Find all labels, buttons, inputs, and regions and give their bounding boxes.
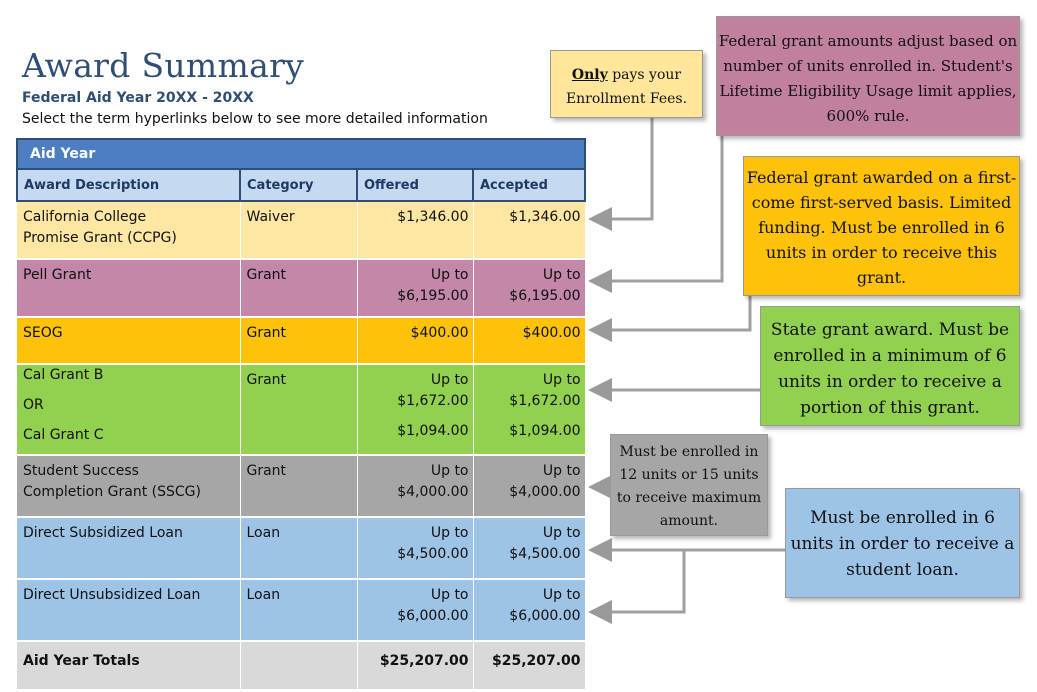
offered-amount: $4,000.00 [397,484,469,500]
table-row-totals: Aid Year Totals $25,207.00 $25,207.00 [17,641,586,691]
category-cell: Loan [240,579,358,642]
offered-amount: $1,094.00 [397,423,469,439]
award-description-cell: Direct Subsidized Loan [17,517,241,580]
totals-offered: $25,207.00 [357,641,474,691]
or-separator: OR [23,397,44,413]
award-name-line: Student Success [23,463,139,479]
award-name-line: Direct Unsubsidized Loan [23,587,201,603]
aid-year-subtitle: Federal Aid Year 20XX - 20XX [22,90,254,106]
offered-amount: $4,500.00 [397,546,469,562]
up-to-label: Up to [430,267,469,283]
accepted-amount: $400.00 [522,325,581,341]
note-seog: Federal grant awarded on a first-come fi… [743,156,1020,296]
connector-seog [588,296,752,342]
note-ccpg-text: pays your Enrollment Fees. [565,67,688,107]
category-cell: Grant [240,317,358,365]
table-row-sscg: Student Success Completion Grant (SSCG) … [17,455,586,518]
offered-cell: $400.00 [357,317,474,365]
offered-amount: $6,195.00 [397,288,469,304]
connector-pell [588,136,724,293]
offered-cell: Up to $6,195.00 [357,259,474,318]
accepted-amount: $1,672.00 [509,393,581,409]
instructions-text: Select the term hyperlinks below to see … [22,111,488,127]
category-cell: Waiver [240,201,358,260]
award-name-line: Cal Grant B [23,367,104,383]
offered-cell: Up to $4,500.00 [357,517,474,580]
up-to-label: Up to [430,587,469,603]
column-header-accepted: Accepted [471,168,587,202]
up-to-label: Up to [542,587,581,603]
note-loans: Must be enrolled in 6 units in order to … [785,488,1020,598]
offered-amount: $1,672.00 [397,393,469,409]
table-row-direct-subsidized-loan: Direct Subsidized Loan Loan Up to $4,500… [17,517,586,580]
note-ccpg-emphasis: Only [571,67,608,83]
award-name-line: Cal Grant C [23,427,104,443]
accepted-amount: $1,094.00 [509,423,581,439]
award-description-cell: California College Promise Grant (CCPG) [17,201,241,260]
accepted-cell: Up to $4,000.00 [473,455,586,518]
award-description-cell: Cal Grant B OR Cal Grant C [17,364,241,456]
totals-accepted: $25,207.00 [473,641,586,691]
award-name-line: Promise Grant (CCPG) [23,230,177,246]
offered-amount: $6,000.00 [397,608,469,624]
up-to-label: Up to [542,463,581,479]
up-to-label: Up to [430,463,469,479]
category-cell: Grant [240,364,358,456]
up-to-label: Up to [430,525,469,541]
connector-loans-unsub [588,550,686,624]
award-name-line: Pell Grant [23,267,92,283]
aid-year-section-link[interactable]: Aid Year [15,138,587,170]
offered-cell: Up to $4,000.00 [357,455,474,518]
accepted-cell: Up to $6,000.00 [473,579,586,642]
up-to-label: Up to [430,372,469,388]
accepted-amount: $4,000.00 [509,484,581,500]
award-name-line: Completion Grant (SSCG) [23,484,201,500]
up-to-label: Up to [542,267,581,283]
accepted-cell: Up to $6,195.00 [473,259,586,318]
award-description-cell: SEOG [17,317,241,365]
totals-label: Aid Year Totals [17,641,241,691]
award-description-cell: Pell Grant [17,259,241,318]
table-row-seog: SEOG Grant $400.00 $400.00 [17,317,586,365]
offered-cell: Up to $1,672.00 $1,094.00 [357,364,474,456]
table-row-cal-grant: Cal Grant B OR Cal Grant C Grant Up to $… [17,364,586,456]
award-table: Aid Year Award Description Category Offe… [15,138,587,691]
table-row-pell: Pell Grant Grant Up to $6,195.00 Up to $… [17,259,586,318]
accepted-amount: $6,000.00 [509,608,581,624]
note-cal-grant: State grant award. Must be enrolled in a… [760,306,1020,426]
totals-category-cell [240,641,358,691]
page-title: Award Summary [22,46,305,85]
offered-amount: $400.00 [410,325,469,341]
category-cell: Grant [240,455,358,518]
offered-amount: $1,346.00 [397,209,469,225]
connector-ccpg [588,118,654,231]
column-header-award-description: Award Description [16,168,241,202]
up-to-label: Up to [542,525,581,541]
accepted-cell: $1,346.00 [473,201,586,260]
category-cell: Loan [240,517,358,580]
note-pell: Federal grant amounts adjust based on nu… [716,16,1020,136]
up-to-label: Up to [542,372,581,388]
table-row-ccpg: California College Promise Grant (CCPG) … [17,201,586,260]
note-ccpg: Only pays your Enrollment Fees. [550,50,703,118]
award-description-cell: Student Success Completion Grant (SSCG) [17,455,241,518]
offered-cell: Up to $6,000.00 [357,579,474,642]
offered-cell: $1,346.00 [357,201,474,260]
accepted-amount: $4,500.00 [509,546,581,562]
column-header-offered: Offered [356,168,474,202]
award-name-line: California College [23,209,147,225]
category-cell: Grant [240,259,358,318]
award-name-line: Direct Subsidized Loan [23,525,183,541]
accepted-cell: $400.00 [473,317,586,365]
accepted-cell: Up to $4,500.00 [473,517,586,580]
accepted-amount: $6,195.00 [509,288,581,304]
column-header-category: Category [239,168,358,202]
accepted-cell: Up to $1,672.00 $1,094.00 [473,364,586,456]
award-description-cell: Direct Unsubsidized Loan [17,579,241,642]
award-name-line: SEOG [23,325,63,341]
table-row-direct-unsubsidized-loan: Direct Unsubsidized Loan Loan Up to $6,0… [17,579,586,642]
accepted-amount: $1,346.00 [509,209,581,225]
note-sscg: Must be enrolled in 12 units or 15 units… [610,434,768,536]
